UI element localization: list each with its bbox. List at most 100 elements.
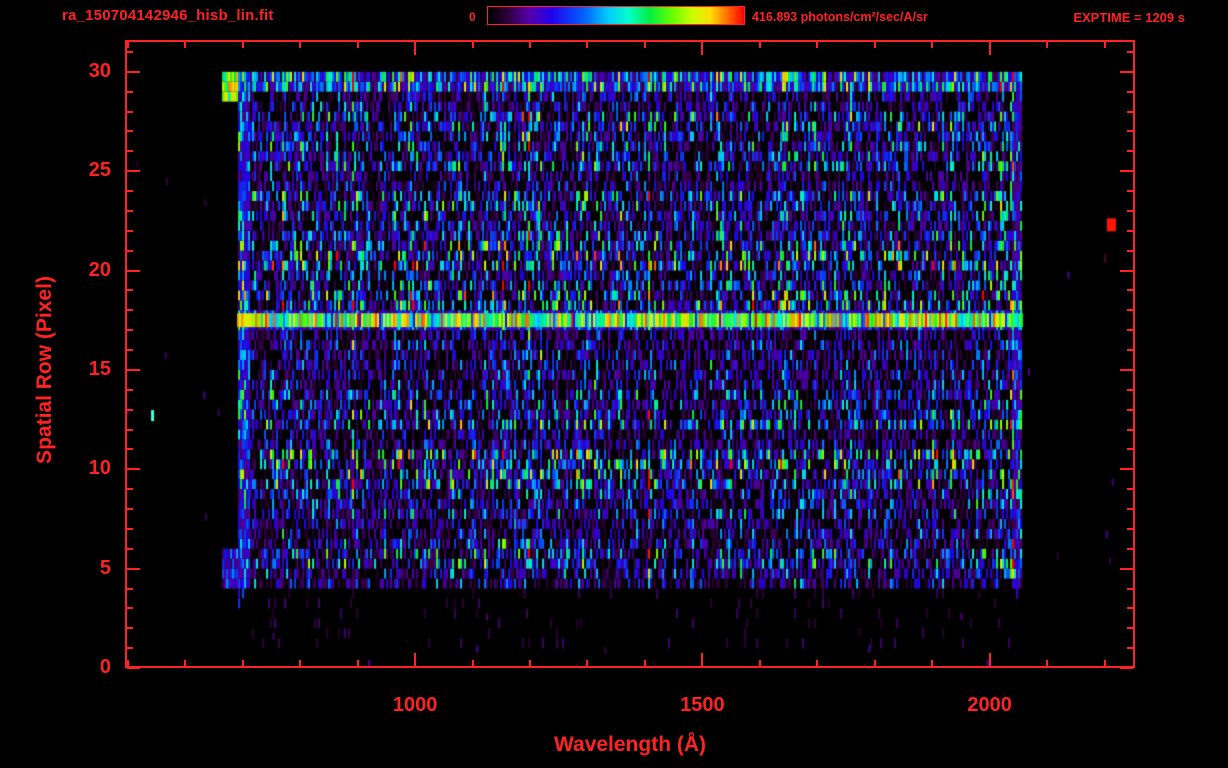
y-tick-label: 10 — [88, 457, 111, 480]
axis-tick — [127, 130, 133, 133]
colorbar-gradient — [488, 7, 744, 24]
x-axis-title: Wavelength (Å) — [553, 733, 707, 756]
axis-tick — [184, 660, 187, 666]
axis-tick — [988, 42, 991, 55]
axis-tick — [1127, 329, 1133, 332]
axis-tick — [1103, 42, 1106, 48]
axis-tick — [1127, 388, 1133, 391]
axis-tick — [1127, 547, 1133, 550]
axis-tick — [127, 607, 133, 610]
axis-tick — [126, 42, 129, 48]
y-tick-label: 30 — [88, 59, 111, 82]
axis-tick — [127, 647, 133, 650]
axis-tick — [127, 527, 133, 530]
axis-tick — [127, 587, 133, 590]
axis-tick — [529, 660, 532, 666]
y-axis-title: Spatial Row (Pixel) — [33, 276, 56, 464]
axis-tick — [299, 660, 302, 666]
axis-tick — [816, 42, 819, 48]
axis-tick — [127, 229, 133, 232]
axis-tick — [127, 488, 133, 491]
axis-tick — [1127, 209, 1133, 212]
y-tick-label: 15 — [88, 357, 111, 380]
axis-tick — [586, 660, 589, 666]
axis-tick — [1127, 448, 1133, 451]
axis-tick — [1127, 289, 1133, 292]
axis-tick — [127, 448, 133, 451]
colorbar-min-label: 0 — [469, 10, 476, 24]
axis-tick — [127, 90, 133, 93]
axis-tick — [1127, 647, 1133, 650]
axis-tick — [1127, 150, 1133, 153]
x-tick-label: 1000 — [392, 694, 438, 716]
axis-tick — [184, 42, 187, 48]
axis-tick — [127, 209, 133, 212]
x-tick-label: 1500 — [680, 694, 725, 716]
axis-tick — [299, 42, 302, 48]
axis-tick — [127, 349, 133, 352]
axis-tick — [643, 42, 646, 48]
y-tick-label: 5 — [99, 556, 111, 579]
axis-tick — [127, 368, 140, 371]
axis-tick — [127, 289, 133, 292]
axis-tick — [1127, 607, 1133, 610]
axis-tick — [643, 660, 646, 666]
axis-tick — [414, 653, 417, 666]
axis-tick — [1127, 190, 1133, 193]
x-tick-label: 2000 — [967, 694, 1012, 716]
axis-tick — [1120, 368, 1133, 371]
axis-tick — [127, 388, 133, 391]
axis-tick — [701, 42, 704, 55]
y-tick-label: 25 — [88, 159, 111, 182]
axis-tick — [1120, 667, 1133, 669]
axis-tick — [126, 660, 129, 666]
axis-tick — [414, 42, 417, 55]
axis-tick — [1127, 249, 1133, 252]
axis-tick — [127, 70, 140, 73]
axis-tick — [127, 428, 133, 431]
axis-tick — [931, 42, 934, 48]
axis-tick — [1127, 90, 1133, 93]
axis-tick — [127, 508, 133, 510]
axis-tick — [127, 170, 140, 173]
axis-tick — [1120, 170, 1133, 173]
axis-tick — [241, 660, 244, 666]
axis-tick — [873, 42, 876, 48]
axis-tick — [701, 653, 704, 666]
axis-tick — [127, 190, 133, 193]
colorbar-max-label: 416.893 photons/cm²/sec/A/sr — [752, 10, 928, 24]
axis-tick — [127, 627, 133, 630]
axis-tick — [1127, 50, 1133, 53]
colorbar — [487, 6, 745, 25]
axis-tick — [1127, 428, 1133, 431]
spectral-heatmap — [125, 40, 1135, 668]
axis-tick — [529, 42, 532, 48]
axis-tick — [1127, 229, 1133, 232]
axis-tick — [1127, 627, 1133, 630]
axis-tick — [127, 269, 140, 272]
axis-tick — [1127, 508, 1133, 510]
axis-tick — [127, 249, 133, 252]
axis-tick — [356, 42, 359, 48]
axis-tick — [356, 660, 359, 666]
axis-tick — [1127, 587, 1133, 590]
axis-tick — [1120, 269, 1133, 272]
axis-tick — [127, 309, 133, 312]
axis-tick — [586, 42, 589, 48]
axis-tick — [127, 468, 140, 471]
y-tick-label: 20 — [88, 258, 111, 281]
filename-title: ra_150704142946_hisb_lin.fit — [62, 7, 274, 24]
axis-tick — [241, 42, 244, 48]
axis-tick — [471, 42, 474, 48]
axis-tick — [1127, 130, 1133, 133]
axis-tick — [931, 660, 934, 666]
axis-tick — [1046, 42, 1049, 48]
axis-tick — [127, 50, 133, 53]
axis-tick — [1103, 660, 1106, 666]
axis-tick — [1046, 660, 1049, 666]
axis-tick — [1127, 527, 1133, 530]
axis-tick — [471, 660, 474, 666]
axis-tick — [127, 150, 133, 153]
axis-tick — [1127, 488, 1133, 491]
